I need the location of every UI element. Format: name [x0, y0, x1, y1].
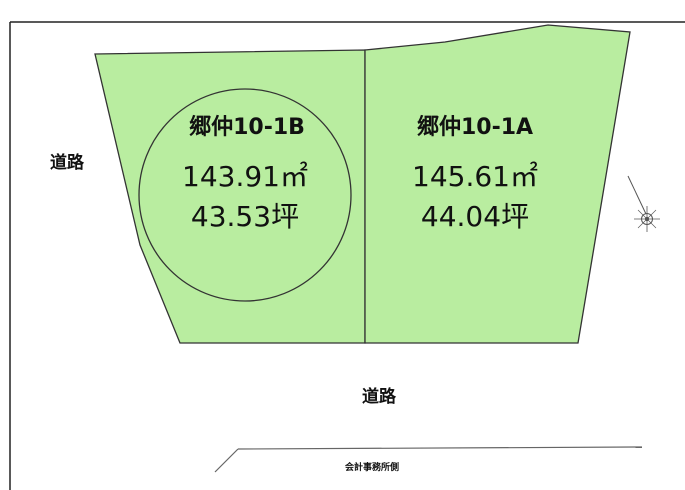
road-corner-line	[214, 448, 239, 473]
lot-1a-shape	[364, 24, 631, 344]
lot-1a-name: 郷仲10-1A	[416, 115, 534, 140]
lot-1b-area-sqm: 143.91㎡	[182, 160, 308, 193]
road-label-south: 道路	[362, 387, 396, 407]
lot-1b-shape	[94, 49, 366, 344]
lot-1b-name: 郷仲10-1B	[189, 115, 305, 140]
lot-1b-highlight-circle	[138, 88, 352, 302]
road-edge-line	[237, 446, 643, 450]
lot-1a-area-sqm: 145.61㎡	[412, 160, 538, 193]
north-arrow-icon	[627, 175, 660, 232]
office-side-note: 会計事務所側	[345, 463, 400, 473]
lot-1b-area-tsubo: 43.53坪	[190, 200, 300, 233]
road-label-west: 道路	[50, 153, 84, 173]
lot-1a-area-tsubo: 44.04坪	[420, 200, 530, 233]
